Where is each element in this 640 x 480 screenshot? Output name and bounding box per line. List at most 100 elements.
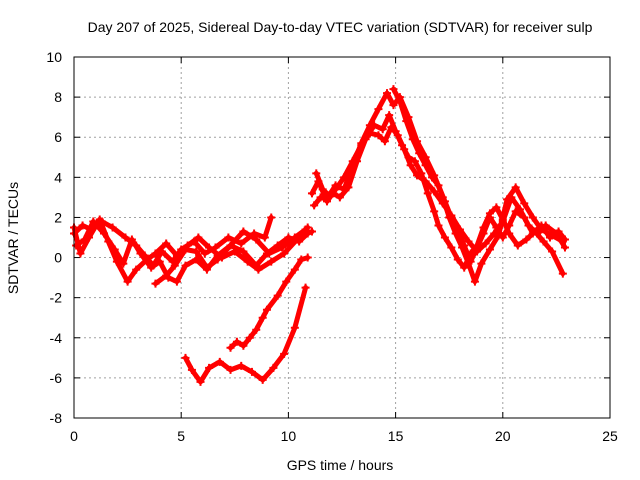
data-point-marker	[383, 89, 392, 98]
data-point-marker	[254, 265, 263, 274]
data-point-marker	[479, 229, 488, 238]
series-track-3	[70, 215, 312, 286]
data-point-marker	[460, 241, 469, 250]
data-point-marker	[78, 221, 87, 230]
data-point-marker	[273, 291, 282, 300]
y-tick-label: -2	[50, 290, 63, 306]
data-point-marker	[485, 213, 494, 222]
data-point-marker	[385, 111, 394, 120]
data-point-marker	[95, 215, 104, 224]
data-point-marker	[558, 269, 567, 278]
data-point-marker	[280, 349, 289, 358]
data-point-marker	[473, 243, 482, 252]
y-tick-label: 2	[54, 209, 62, 225]
data-point-marker	[498, 233, 507, 242]
data-point-marker	[290, 323, 299, 332]
data-point-marker	[440, 197, 449, 206]
data-point-marker	[104, 237, 113, 246]
data-point-marker	[453, 255, 462, 264]
data-point-marker	[303, 229, 312, 238]
data-point-marker	[301, 283, 310, 292]
data-point-marker	[348, 157, 357, 166]
data-point-marker	[200, 249, 209, 258]
series-line	[153, 229, 315, 287]
data-point-marker	[492, 223, 501, 232]
data-point-marker	[196, 377, 205, 386]
x-tick-label: 10	[281, 428, 297, 444]
data-point-marker	[507, 193, 516, 202]
axis-ticks: 0 5 10 15 20 25 -8 -6 -4 -2 0 2 4 6 8 10	[46, 49, 618, 444]
data-point-marker	[142, 255, 151, 264]
y-tick-label: 4	[54, 169, 62, 185]
data-point-marker	[434, 221, 443, 230]
data-point-marker	[374, 105, 383, 114]
data-point-marker	[389, 101, 398, 110]
data-point-marker	[267, 257, 276, 266]
data-point-marker	[421, 161, 430, 170]
data-point-marker	[492, 203, 501, 212]
data-point-marker	[560, 235, 569, 244]
data-point-marker	[389, 85, 398, 94]
data-point-marker	[434, 181, 443, 190]
series-line	[183, 285, 309, 385]
data-point-marker	[430, 187, 439, 196]
data-point-marker	[295, 237, 304, 246]
series-track-5	[181, 283, 310, 386]
data-point-marker	[453, 227, 462, 236]
data-point-marker	[520, 213, 529, 222]
data-point-marker	[520, 199, 529, 208]
data-point-marker	[112, 257, 121, 266]
data-point-marker	[290, 265, 299, 274]
chart-title: Day 207 of 2025, Sidereal Day-to-day VTE…	[88, 19, 593, 35]
data-point-marker	[490, 229, 499, 238]
data-point-marker	[226, 365, 235, 374]
data-point-marker	[513, 241, 522, 250]
data-point-marker	[307, 189, 316, 198]
y-tick-label: 0	[54, 250, 62, 266]
data-point-marker	[172, 277, 181, 286]
data-point-marker	[239, 227, 248, 236]
data-point-marker	[498, 217, 507, 226]
y-axis-label: SDTVAR / TECUs	[5, 182, 21, 294]
data-point-marker	[374, 131, 383, 140]
data-point-marker	[408, 135, 417, 144]
data-point-marker	[528, 213, 537, 222]
data-point-marker	[205, 363, 214, 372]
data-point-marker	[539, 237, 548, 246]
x-tick-label: 25	[602, 428, 618, 444]
data-point-marker	[314, 177, 323, 186]
series-line	[309, 124, 568, 254]
data-point-marker	[312, 169, 321, 178]
data-point-marker	[280, 249, 289, 258]
data-point-marker	[181, 245, 190, 254]
data-point-marker	[413, 171, 422, 180]
data-point-marker	[213, 255, 222, 264]
y-tick-label: -4	[50, 330, 63, 346]
data-point-marker	[226, 343, 235, 352]
data-point-marker	[252, 261, 261, 270]
data-point-marker	[192, 247, 201, 256]
y-tick-label: 10	[46, 49, 62, 65]
data-point-marker	[187, 365, 196, 374]
data-point-marker	[282, 277, 291, 286]
data-point-marker	[262, 305, 271, 314]
data-point-marker	[447, 243, 456, 252]
data-point-marker	[239, 341, 248, 350]
y-tick-label: -8	[50, 410, 63, 426]
data-point-marker	[440, 233, 449, 242]
data-point-marker	[215, 357, 224, 366]
data-point-marker	[273, 241, 282, 250]
data-point-marker	[245, 333, 254, 342]
data-point-marker	[85, 233, 94, 242]
data-point-marker	[365, 129, 374, 138]
series-track-4	[151, 227, 316, 288]
y-tick-label: 8	[54, 89, 62, 105]
data-point-marker	[395, 97, 404, 106]
data-point-marker	[151, 279, 160, 288]
data-point-marker	[428, 173, 437, 182]
data-point-marker	[421, 177, 430, 186]
data-point-marker	[477, 259, 486, 268]
data-point-marker	[511, 183, 520, 192]
data-point-marker	[123, 277, 132, 286]
data-point-marker	[380, 137, 389, 146]
